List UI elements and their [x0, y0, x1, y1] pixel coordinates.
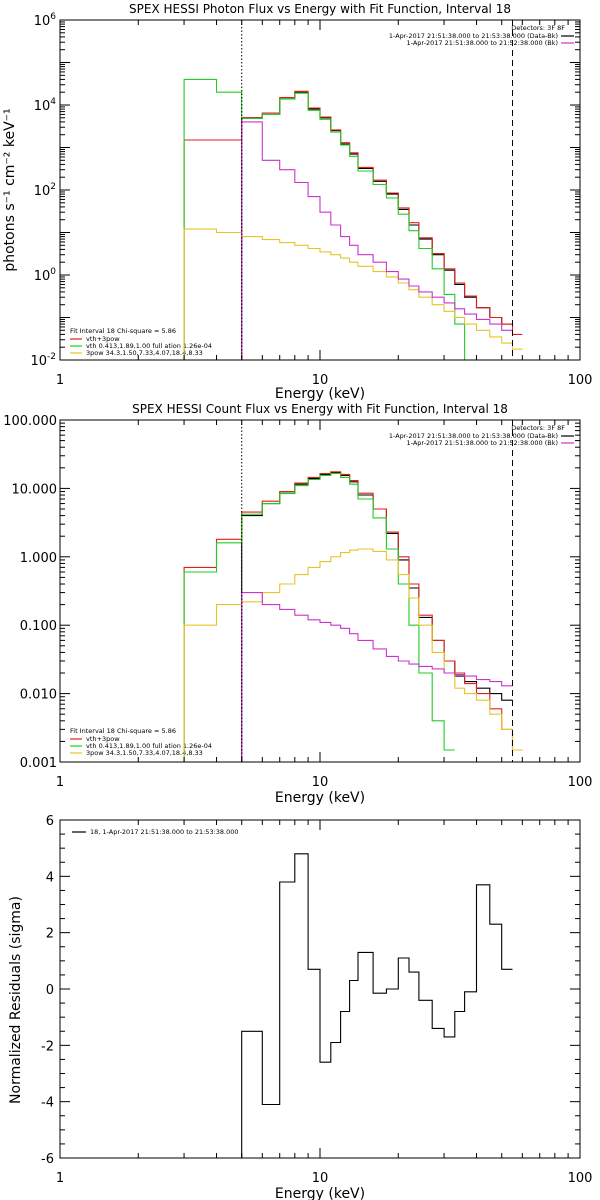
photon-x-tick-label: 1 — [56, 373, 64, 388]
photon-y-tick-base: 10 — [34, 269, 51, 284]
count-series-group — [183, 471, 523, 762]
photon-y-tick-exponent: 4 — [50, 97, 56, 107]
photon-series-data-bk-line — [241, 91, 513, 360]
count-x-axis-label: Energy (keV) — [275, 790, 365, 806]
count-plot-area: 1 10 100 0.001 0.010 0.100 1.000 10.000 100.000 — [3, 414, 592, 790]
count-y-tick-label: 10.000 — [12, 482, 58, 497]
photon-series-vth-3pow-line — [183, 90, 523, 360]
photon-fit-line-3pow: 3pow 34.3,1.50,7.33,4.07,18.4,8.33 — [86, 349, 203, 357]
count-fit-line-total: vth+3pow — [86, 735, 120, 743]
residual-x-tick-label: 100 — [568, 1171, 593, 1186]
count-legend-entry-data: 1-Apr-2017 21:51:38.000 to 21:53:38.000 … — [389, 432, 558, 440]
residual-y-tick-label: 6 — [46, 814, 54, 829]
count-legend-title: Detectors: 3F 8F — [511, 424, 565, 432]
count-fit-line-vth: vth 0.413,1.89,1.00 full ation 1.26e-04 — [86, 742, 212, 750]
photon-legend-entry-bk: 1-Apr-2017 21:51:38.000 to 21:52:38.000 … — [407, 39, 558, 47]
residual-x-axis-label: Energy (keV) — [275, 1186, 365, 1200]
photon-x-tick-label: 10 — [312, 373, 329, 388]
residual-y-axis-label: Normalized Residuals (sigma) — [8, 896, 24, 1104]
photon-series-3pow-line — [183, 228, 523, 360]
photon-y-tick-label: 102 — [34, 182, 56, 199]
photon-legend-entry-data: 1-Apr-2017 21:51:38.000 to 21:53:38.000 … — [389, 32, 558, 40]
photon-y-tick-base: 10 — [34, 14, 51, 29]
count-y-tick-label: 0.001 — [20, 756, 57, 771]
photon-fit-header: Fit Interval 18 Chi-square = 5.86 — [70, 327, 176, 335]
count-fit-header: Fit Interval 18 Chi-square = 5.86 — [70, 727, 176, 735]
photon-series-bk-line — [241, 121, 513, 360]
count-series-data-bk-line — [241, 472, 513, 762]
photon-series-vth-line — [183, 78, 477, 360]
photon-y-tick-exponent: 6 — [50, 12, 56, 22]
count-legend-entry-bk: 1-Apr-2017 21:51:38.000 to 21:52:38.000 … — [407, 439, 558, 447]
count-x-tick-label: 100 — [568, 775, 593, 790]
count-fit-info: Fit Interval 18 Chi-square = 5.86 vth+3p… — [70, 727, 212, 757]
photon-series-group — [183, 78, 523, 360]
photon-y-tick-exponent: 0 — [50, 267, 56, 277]
count-y-tick-label: 0.100 — [20, 619, 57, 634]
residual-y-tick-label: -2 — [41, 1039, 54, 1054]
photon-y-tick-base: 10 — [30, 354, 47, 369]
count-x-tick-label: 10 — [312, 775, 329, 790]
count-x-tick-label: 1 — [56, 775, 64, 790]
count-legend: Detectors: 3F 8F 1-Apr-2017 21:51:38.000… — [389, 424, 574, 447]
count-series-3pow-line — [183, 548, 523, 762]
photon-y-tick-label: 106 — [34, 12, 57, 29]
photon-y-tick-label: 100 — [34, 267, 57, 284]
residual-y-tick-label: 4 — [46, 870, 54, 885]
panel-count-flux: SPEX HESSI Count Flux vs Energy with Fit… — [70, 402, 574, 806]
photon-y-tick-exponent: 2 — [50, 182, 56, 192]
residual-y-tick-label: 0 — [46, 983, 54, 998]
photon-y-tick-base: 10 — [34, 184, 51, 199]
residual-y-tick-label: -6 — [41, 1152, 54, 1167]
photon-fit-line-total: vth+3pow — [86, 335, 120, 343]
photon-fit-info: Fit Interval 18 Chi-square = 5.86 vth+3p… — [70, 327, 212, 357]
photon-chart-title: SPEX HESSI Photon Flux vs Energy with Fi… — [129, 2, 511, 16]
panel-photon-flux: SPEX HESSI Photon Flux vs Energy with Fi… — [2, 2, 574, 402]
residual-x-tick-label: 1 — [56, 1171, 64, 1186]
photon-y-tick-label: 10-2 — [30, 352, 56, 369]
count-chart-title: SPEX HESSI Count Flux vs Energy with Fit… — [132, 402, 508, 416]
count-series-bk-line — [241, 592, 513, 762]
photon-legend-title: Detectors: 3F 8F — [511, 24, 565, 32]
count-series-vth-3pow-line — [183, 471, 523, 762]
photon-legend: Detectors: 3F 8F 1-Apr-2017 21:51:38.000… — [389, 24, 574, 47]
residual-legend-entry: 18, 1-Apr-2017 21:51:38.000 to 21:53:38.… — [90, 828, 239, 836]
photon-x-axis-label: Energy (keV) — [275, 386, 365, 402]
count-y-tick-label: 0.010 — [20, 688, 57, 703]
panel-residuals: 18, 1-Apr-2017 21:51:38.000 to 21:53:38.… — [8, 828, 365, 1200]
residual-y-tick-label: -4 — [41, 1096, 54, 1111]
photon-frame — [59, 19, 581, 361]
count-y-tick-label: 1.000 — [20, 551, 57, 566]
count-y-tick-label: 100.000 — [3, 414, 57, 429]
residual-legend: 18, 1-Apr-2017 21:51:38.000 to 21:53:38.… — [72, 828, 239, 836]
photon-x-tick-label: 100 — [568, 373, 593, 388]
residual-plot-area: 1 10 100 -6 -4 -2 0 2 4 6 — [41, 814, 592, 1186]
count-series-vth-line — [183, 472, 455, 762]
residual-y-tick-label: 2 — [46, 927, 54, 942]
residual-series-group — [241, 853, 513, 1158]
photon-y-tick-label: 104 — [34, 97, 57, 114]
residual-series-0-line — [241, 853, 513, 1158]
residual-x-tick-label: 10 — [312, 1171, 329, 1186]
photon-fit-line-vth: vth 0.413,1.89,1.00 full ation 1.26e-04 — [86, 342, 212, 350]
count-fit-line-3pow: 3pow 34.3,1.50,7.33,4.07,18.4,8.33 — [86, 749, 203, 757]
photon-y-tick-exponent: -2 — [47, 352, 56, 362]
photon-y-tick-base: 10 — [34, 99, 51, 114]
photon-y-axis-label: photons s⁻¹ cm⁻² keV⁻¹ — [2, 108, 18, 271]
